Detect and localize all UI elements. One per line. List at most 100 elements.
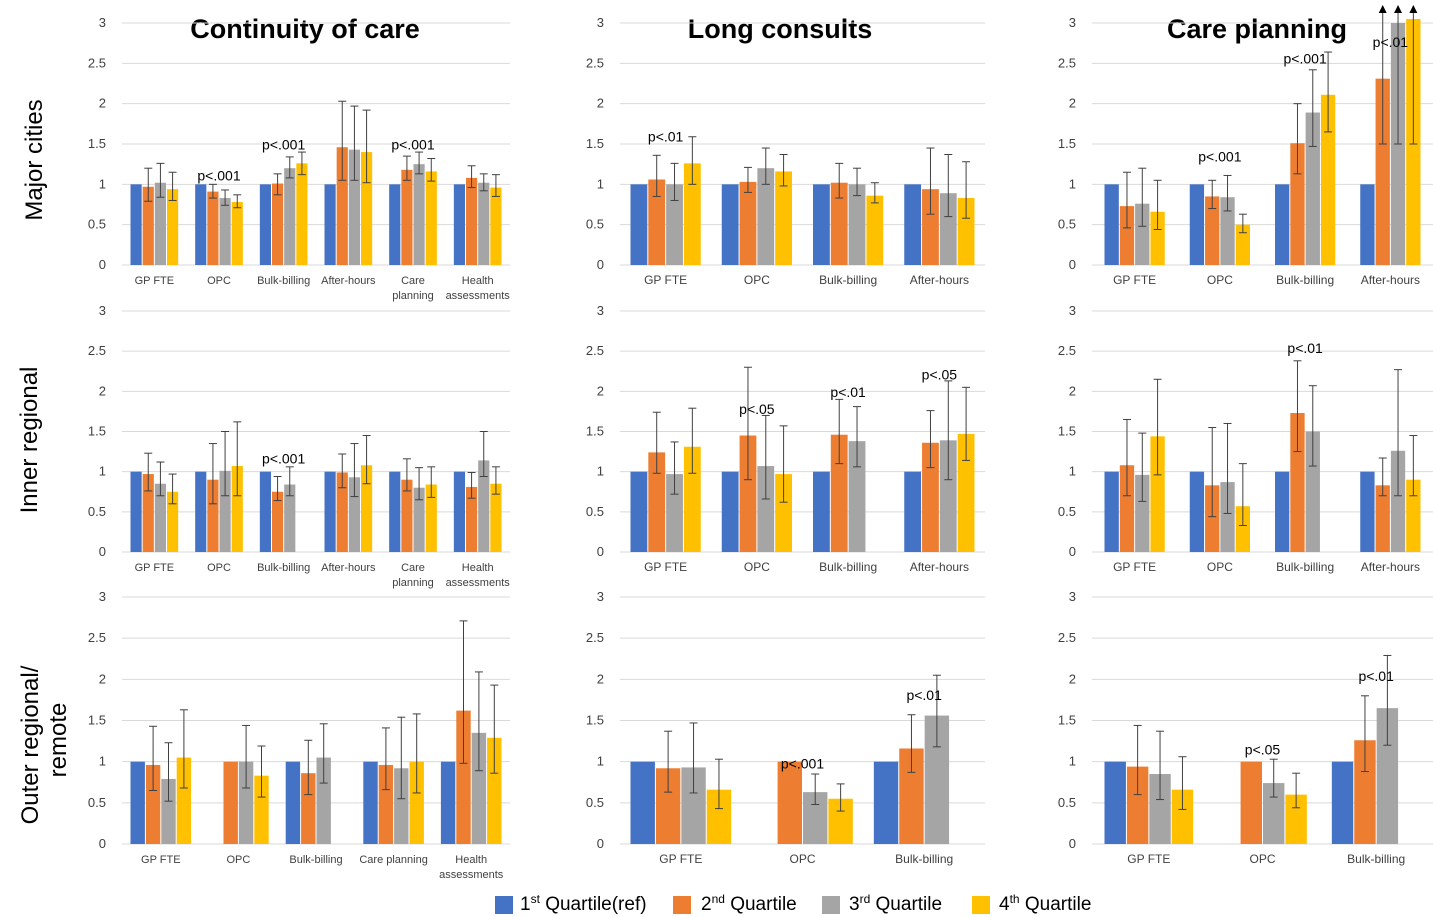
category-label-inner-regional-care-planning-opc: OPC: [1207, 560, 1233, 574]
bar-inner-regional-continuity-of-care-care-planning-q4: [425, 484, 437, 552]
bar-major-cities-continuity-of-care-after-hours-q3: [348, 149, 360, 265]
bar-outer-regional-remote-long-consults-opc-q2: [777, 761, 802, 844]
legend-label-q1: 1st Quartile(ref): [520, 892, 647, 915]
ytick-label-major-cities-care-planning: 1.5: [1058, 136, 1076, 151]
ytick-label-major-cities-continuity-of-care: 3: [99, 15, 106, 30]
bar-inner-regional-care-planning-gp-fte-q4: [1150, 436, 1165, 552]
ytick-label-inner-regional-care-planning: 0.5: [1058, 504, 1076, 519]
bar-inner-regional-long-consults-gp-fte-q4: [683, 446, 701, 552]
bar-inner-regional-continuity-of-care-care-planning-q3: [413, 487, 425, 552]
bar-outer-regional-remote-continuity-of-care-bulk-billing-q2: [301, 773, 316, 844]
bar-inner-regional-long-consults-bulk-billing-q2: [830, 434, 848, 552]
bar-major-cities-continuity-of-care-bulk-billing-q3: [284, 168, 296, 265]
panel-major-cities-continuity-of-care: 0 0.5 1 1.5 2 2.5 3 GP FTE OPC Bulk-billing After-…: [88, 15, 510, 302]
category-label-major-cities-continuity-of-care-care-planning: Care: [401, 275, 425, 287]
ytick-label-inner-regional-continuity-of-care: 0.5: [88, 504, 106, 519]
panel-outer-regional-remote-care-planning: 0 0.5 1 1.5 2 2.5 3 GP FTE OPC Bulk-billing p<.05 p…: [1058, 589, 1433, 866]
bar-inner-regional-care-planning-after-hours-q2: [1375, 485, 1390, 552]
ytick-label-inner-regional-continuity-of-care: 3: [99, 303, 106, 318]
bar-inner-regional-continuity-of-care-care-planning-q1: [389, 471, 401, 552]
bar-inner-regional-care-planning-gp-fte-q1: [1104, 471, 1119, 552]
ytick-label-major-cities-continuity-of-care: 2: [99, 96, 106, 111]
bar-major-cities-continuity-of-care-gp-fte-q1: [130, 184, 142, 265]
panel-inner-regional-continuity-of-care: 0 0.5 1 1.5 2 2.5 3 GP FTE OPC Bulk-billing After-…: [88, 303, 510, 589]
bar-inner-regional-continuity-of-care-gp-fte-q2: [142, 474, 154, 552]
bar-major-cities-care-planning-gp-fte-q4: [1150, 211, 1165, 265]
bar-inner-regional-continuity-of-care-health-assessments-q4: [490, 483, 502, 552]
bar-inner-regional-continuity-of-care-health-assessments-q1: [453, 471, 465, 552]
bar-outer-regional-remote-care-planning-gp-fte-q4: [1171, 789, 1194, 844]
bar-major-cities-long-consults-gp-fte-q3: [666, 184, 683, 265]
category-label-inner-regional-care-planning-gp-fte: GP FTE: [1113, 560, 1156, 574]
p-value-annotation-outer-regional-remote-long-consults: p<.01: [906, 687, 942, 703]
bar-outer-regional-remote-continuity-of-care-bulk-billing-q3: [316, 757, 331, 844]
bar-major-cities-continuity-of-care-gp-fte-q4: [167, 189, 179, 265]
p-value-annotation-major-cities-care-planning: p<.001: [1284, 50, 1327, 66]
bar-major-cities-continuity-of-care-gp-fte-q2: [142, 186, 154, 265]
ytick-label-major-cities-care-planning: 2: [1069, 96, 1076, 111]
ytick-label-inner-regional-continuity-of-care: 2: [99, 383, 106, 398]
bar-outer-regional-remote-continuity-of-care-care-planning-q2: [378, 764, 394, 844]
ytick-label-major-cities-care-planning: 2.5: [1058, 55, 1076, 70]
bar-major-cities-care-planning-gp-fte-q2: [1119, 206, 1135, 265]
ytick-label-major-cities-long-consults: 0: [597, 257, 604, 272]
bar-major-cities-long-consults-gp-fte-q2: [648, 179, 666, 265]
bar-inner-regional-long-consults-gp-fte-q2: [648, 452, 666, 552]
category-label-outer-regional-remote-long-consults-bulk-billing: Bulk-billing: [895, 852, 953, 866]
bar-inner-regional-continuity-of-care-gp-fte-q3: [154, 483, 166, 552]
ytick-label-major-cities-long-consults: 1.5: [586, 136, 604, 151]
ytick-label-major-cities-continuity-of-care: 0.5: [88, 217, 106, 232]
ytick-label-outer-regional-remote-care-planning: 2: [1069, 671, 1076, 686]
category-label-inner-regional-continuity-of-care-opc: OPC: [207, 562, 231, 574]
bar-inner-regional-long-consults-after-hours-q1: [904, 471, 922, 552]
bar-major-cities-long-consults-bulk-billing-q1: [813, 184, 830, 265]
bar-inner-regional-continuity-of-care-health-assessments-q3: [478, 460, 490, 552]
ytick-label-major-cities-long-consults: 1: [597, 176, 604, 191]
ytick-label-outer-regional-remote-care-planning: 1: [1069, 754, 1076, 769]
ytick-label-major-cities-continuity-of-care: 2.5: [88, 55, 106, 70]
category-label-outer-regional-remote-long-consults-opc: OPC: [789, 852, 815, 866]
bar-inner-regional-continuity-of-care-opc-q1: [195, 471, 207, 552]
bar-outer-regional-remote-care-planning-bulk-billing-q1: [1331, 761, 1354, 844]
row-label-outer-regional-line1: Outer regional/: [17, 665, 44, 824]
category-label-inner-regional-long-consults-gp-fte: GP FTE: [644, 560, 687, 574]
bar-major-cities-long-consults-bulk-billing-q2: [830, 182, 848, 265]
bar-outer-regional-remote-care-planning-gp-fte-q3: [1149, 774, 1171, 844]
category-label-major-cities-continuity-of-care-health-assessments: assessments: [446, 290, 511, 302]
category-label-inner-regional-continuity-of-care-gp-fte: GP FTE: [135, 562, 175, 574]
ytick-label-inner-regional-long-consults: 0.5: [586, 504, 604, 519]
category-label-inner-regional-continuity-of-care-care-planning: Care: [401, 562, 425, 574]
bar-inner-regional-continuity-of-care-after-hours-q1: [324, 471, 336, 552]
ytick-label-outer-regional-remote-care-planning: 2.5: [1058, 630, 1076, 645]
bar-major-cities-long-consults-gp-fte-q1: [630, 184, 648, 265]
column-title-care-planning: Care planning: [1167, 14, 1347, 44]
ytick-label-outer-regional-remote-care-planning: 0: [1069, 836, 1076, 851]
bar-major-cities-continuity-of-care-bulk-billing-q2: [272, 183, 284, 265]
category-label-outer-regional-remote-long-consults-gp-fte: GP FTE: [659, 852, 702, 866]
bar-outer-regional-remote-care-planning-gp-fte-q2: [1126, 766, 1149, 844]
bar-outer-regional-remote-continuity-of-care-care-planning-q3: [394, 768, 409, 844]
ytick-label-inner-regional-continuity-of-care: 1: [99, 464, 106, 479]
bar-major-cities-care-planning-bulk-billing-q4: [1320, 94, 1336, 265]
category-label-inner-regional-long-consults-bulk-billing: Bulk-billing: [819, 560, 877, 574]
bar-major-cities-care-planning-opc-q1: [1189, 184, 1205, 265]
ytick-label-outer-regional-remote-care-planning: 3: [1069, 589, 1076, 604]
category-label-inner-regional-continuity-of-care-care-planning: planning: [392, 577, 434, 589]
bar-major-cities-continuity-of-care-health-assessments-q1: [453, 184, 465, 265]
bar-major-cities-long-consults-after-hours-q1: [904, 184, 922, 265]
p-value-annotation-outer-regional-remote-care-planning: p<.05: [1245, 741, 1281, 757]
ytick-label-major-cities-long-consults: 3: [597, 15, 604, 30]
category-label-inner-regional-care-planning-bulk-billing: Bulk-billing: [1276, 560, 1334, 574]
bar-outer-regional-remote-continuity-of-care-opc-q3: [238, 761, 254, 844]
bar-inner-regional-care-planning-bulk-billing-q3: [1305, 431, 1320, 552]
category-label-major-cities-care-planning-bulk-billing: Bulk-billing: [1276, 273, 1334, 287]
ytick-label-outer-regional-remote-continuity-of-care: 0.5: [88, 795, 106, 810]
legend-swatch-q3: [822, 896, 840, 914]
panel-inner-regional-long-consults: 0 0.5 1 1.5 2 2.5 3 GP FTE OPC Bulk-billing After-…: [586, 303, 985, 574]
category-label-inner-regional-long-consults-after-hours: After-hours: [910, 560, 969, 574]
bar-major-cities-care-planning-opc-q3: [1220, 197, 1235, 265]
category-label-major-cities-continuity-of-care-opc: OPC: [207, 275, 231, 287]
ytick-label-major-cities-care-planning: 0: [1069, 257, 1076, 272]
panel-major-cities-long-consults: 0 0.5 1 1.5 2 2.5 3 GP FTE OPC Bulk-billing After-…: [586, 15, 985, 287]
